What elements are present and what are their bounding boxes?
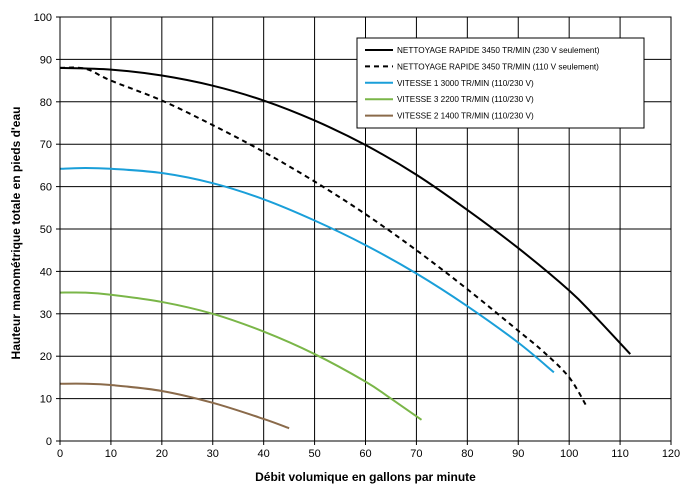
series-line-5 — [59, 382, 290, 430]
y-axis-ticks: 0 10 20 30 40 50 60 70 80 90 100 — [34, 12, 60, 448]
x-tick-label: 90 — [512, 448, 524, 460]
y-tick-label: 20 — [40, 351, 52, 363]
x-tick-label: 50 — [308, 448, 320, 460]
y-tick-label: 80 — [40, 97, 52, 109]
legend-label-4: VITESSE 3 2200 TR/MIN (110/230 V) — [397, 95, 534, 104]
series-line-3 — [59, 166, 555, 374]
x-tick-label: 30 — [207, 448, 219, 460]
y-tick-label: 60 — [40, 182, 52, 194]
y-tick-label: 0 — [46, 436, 52, 448]
legend-label-3: VITESSE 1 3000 TR/MIN (110/230 V) — [397, 79, 534, 88]
x-axis-ticks: 0 10 20 30 40 50 60 70 80 90 100 110 120 — [57, 441, 680, 460]
x-tick-label: 110 — [611, 448, 629, 460]
x-tick-label: 100 — [560, 448, 578, 460]
x-tick-label: 70 — [410, 448, 422, 460]
x-tick-label: 120 — [662, 448, 680, 460]
x-tick-label: 0 — [57, 448, 63, 460]
legend-label-1: NETTOYAGE RAPIDE 3450 TR/MIN (230 V seul… — [397, 46, 600, 55]
legend: NETTOYAGE RAPIDE 3450 TR/MIN (230 V seul… — [356, 37, 645, 129]
legend-box — [356, 37, 645, 129]
y-tick-label: 10 — [40, 394, 52, 406]
series-layer — [59, 66, 632, 430]
series-line-1 — [59, 66, 632, 355]
y-tick-label: 90 — [40, 54, 52, 66]
y-tick-label: 70 — [40, 139, 52, 151]
x-axis-title: Débit volumique en gallons par minute — [255, 470, 476, 484]
series-line-4 — [59, 291, 423, 421]
x-tick-label: 20 — [156, 448, 168, 460]
legend-label-2: NETTOYAGE RAPIDE 3450 TR/MIN (110 V seul… — [397, 62, 599, 71]
series-line-2 — [59, 66, 588, 408]
x-tick-label: 10 — [105, 448, 117, 460]
y-tick-label: 30 — [40, 309, 52, 321]
x-tick-label: 40 — [258, 448, 270, 460]
y-tick-label: 50 — [40, 224, 52, 236]
y-tick-label: 40 — [40, 266, 52, 278]
x-tick-label: 80 — [461, 448, 473, 460]
y-axis-title: Hauteur manométrique totale en pieds d'e… — [9, 107, 23, 360]
x-tick-label: 60 — [359, 448, 371, 460]
y-tick-label: 100 — [34, 12, 52, 24]
legend-label-5: VITESSE 2 1400 TR/MIN (110/230 V) — [397, 112, 534, 121]
